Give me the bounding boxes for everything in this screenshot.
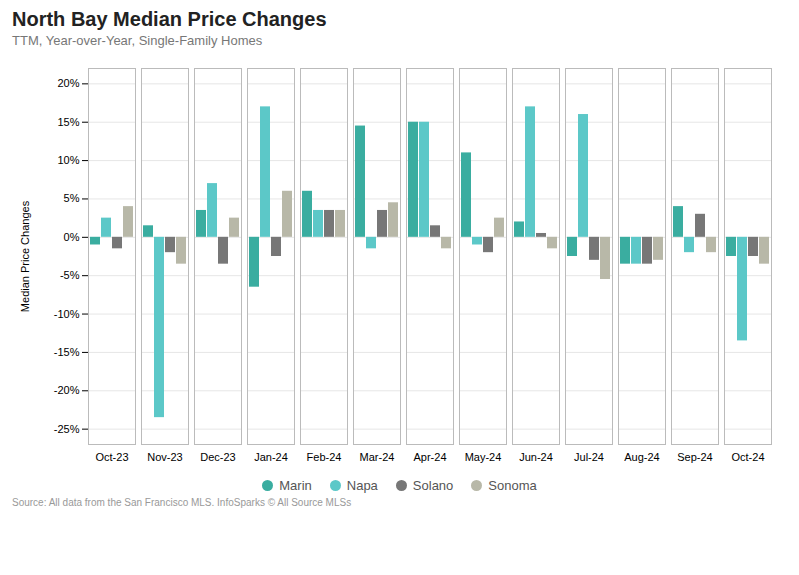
html-text:Sonoma: Sonoma bbox=[488, 478, 537, 493]
svg-text:5%: 5% bbox=[64, 192, 80, 204]
svg-text:Oct-24: Oct-24 bbox=[731, 451, 764, 463]
html-text:TTM, Year-over-Year, Single-Fa: TTM, Year-over-Year, Single-Family Homes bbox=[12, 33, 263, 48]
svg-text:Sep-24: Sep-24 bbox=[677, 451, 712, 463]
svg-text:-5%: -5% bbox=[60, 269, 80, 281]
html-text:Source: All data from the San: Source: All data from the San Francisco … bbox=[12, 497, 352, 508]
svg-text:15%: 15% bbox=[57, 116, 79, 128]
svg-text:Aug-24: Aug-24 bbox=[624, 451, 659, 463]
svg-text:20%: 20% bbox=[57, 77, 79, 89]
svg-text:Oct-23: Oct-23 bbox=[95, 451, 128, 463]
svg-text:Nov-23: Nov-23 bbox=[147, 451, 182, 463]
svg-text:0%: 0% bbox=[64, 231, 80, 243]
svg-text:Median Price Changes: Median Price Changes bbox=[19, 200, 31, 312]
svg-text:Jun-24: Jun-24 bbox=[519, 451, 553, 463]
svg-text:Dec-23: Dec-23 bbox=[200, 451, 235, 463]
svg-text:-15%: -15% bbox=[54, 346, 80, 358]
svg-text:-20%: -20% bbox=[54, 384, 80, 396]
html-text:Solano: Solano bbox=[412, 478, 454, 493]
svg-text:Feb-24: Feb-24 bbox=[307, 451, 342, 463]
html-text:Marin: Marin bbox=[279, 478, 312, 493]
html-text:North Bay Median Price Changes: North Bay Median Price Changes bbox=[12, 8, 327, 30]
svg-text:Jan-24: Jan-24 bbox=[254, 451, 288, 463]
svg-text:-25%: -25% bbox=[54, 423, 80, 435]
html-text:Napa: Napa bbox=[346, 478, 378, 493]
svg-text:Mar-24: Mar-24 bbox=[360, 451, 395, 463]
svg-text:Apr-24: Apr-24 bbox=[413, 451, 446, 463]
svg-text:-10%: -10% bbox=[54, 308, 80, 320]
svg-text:May-24: May-24 bbox=[465, 451, 502, 463]
svg-text:10%: 10% bbox=[57, 154, 79, 166]
svg-text:Jul-24: Jul-24 bbox=[574, 451, 604, 463]
